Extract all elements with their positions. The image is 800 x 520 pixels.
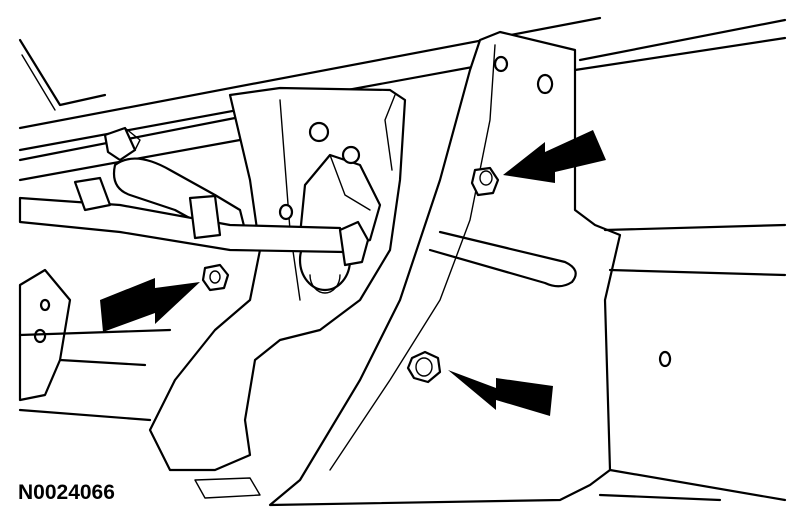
linkage-rod [428,230,577,288]
arrow-left-icon [503,130,606,183]
callout-arrows [100,130,606,416]
lower-left-structure [18,268,261,499]
small-bolt-4 [493,55,509,73]
arrow-right-icon [100,278,200,332]
arrow-left-icon [448,370,553,416]
left-nut [201,263,230,292]
upper-bolt [470,166,500,197]
hose-assembly [18,126,370,267]
small-bolt-2 [341,145,361,165]
small-bolt-1 [308,121,330,143]
fasteners [201,55,509,384]
small-bolt-3 [278,203,294,221]
figure-reference-id: N0024066 [18,481,115,504]
side-panel [598,223,787,502]
lower-bolt [406,350,442,384]
